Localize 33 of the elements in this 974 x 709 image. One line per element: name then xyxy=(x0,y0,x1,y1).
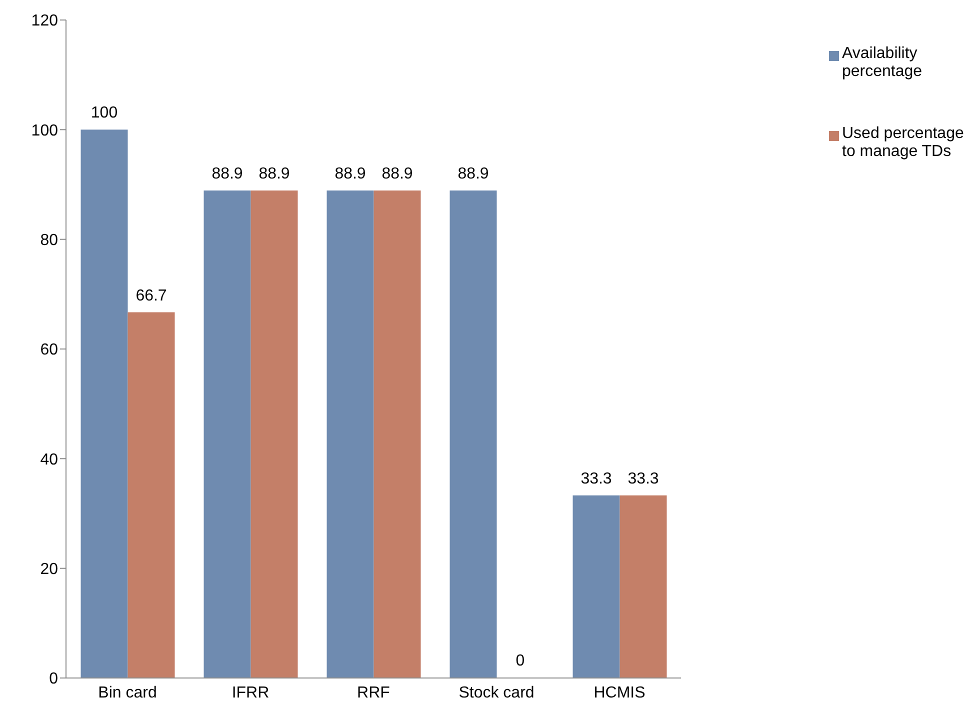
data-label: 33.3 xyxy=(628,470,659,488)
legend-label: Availability percentage xyxy=(842,45,924,81)
y-tick-label: 60 xyxy=(40,342,58,359)
x-tick-label: HCMIS xyxy=(594,684,646,702)
y-tick-label: 120 xyxy=(31,12,58,30)
y-tick-label: 40 xyxy=(40,451,58,468)
data-label: 88.9 xyxy=(334,166,366,183)
y-tick-label: 80 xyxy=(40,232,58,250)
data-label: 88.9 xyxy=(382,166,413,183)
y-tick-label: 20 xyxy=(40,561,58,578)
x-tick-label: Bin card xyxy=(98,684,157,702)
bar xyxy=(128,312,175,678)
bar xyxy=(80,130,128,678)
data-label: 88.9 xyxy=(458,166,489,183)
data-label: 33.3 xyxy=(580,470,612,488)
legend-label: Used percentage to manage TDs xyxy=(842,125,965,161)
bar xyxy=(250,190,298,678)
data-label: 66.7 xyxy=(136,287,167,304)
bar xyxy=(326,190,374,678)
bar xyxy=(572,495,620,678)
data-label: 88.9 xyxy=(212,166,243,183)
bar xyxy=(204,190,251,678)
x-tick-label: Stock card xyxy=(458,684,534,702)
bar xyxy=(620,495,667,678)
y-tick-label: 100 xyxy=(31,122,58,140)
x-tick-label: RRF xyxy=(357,684,390,702)
data-label: 0 xyxy=(516,652,525,670)
bar xyxy=(450,190,497,678)
x-tick-label: IFRR xyxy=(232,684,270,702)
y-tick-label: 0 xyxy=(49,670,58,688)
bar xyxy=(374,190,421,678)
data-label: 100 xyxy=(90,104,118,122)
data-label: 88.9 xyxy=(258,166,290,183)
